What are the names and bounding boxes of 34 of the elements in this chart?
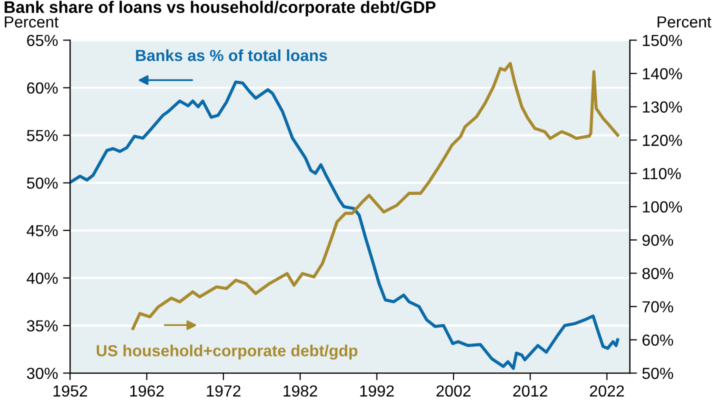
x-tick-label: 1972: [206, 385, 240, 397]
y2-tick-label: 80%: [642, 268, 674, 280]
x-tick-label: 1952: [54, 385, 88, 397]
y2-tick-label: 120%: [642, 134, 682, 146]
y2-tick-label: 90%: [642, 234, 674, 246]
y2-axis-title: Percent: [658, 16, 712, 28]
x-tick-label: 1962: [130, 385, 164, 397]
y-tick-label: 45%: [26, 225, 58, 236]
x-tick-label: 2012: [513, 385, 548, 397]
x-tick-label: 2002: [436, 385, 470, 397]
y-tick-label: 40%: [26, 272, 58, 284]
chart-title: Bank share of loans vs household/corporate debt/GDP: [4, 0, 436, 16]
y2-tick-label: 150%: [642, 34, 682, 46]
y2-tick-label: 100%: [642, 201, 682, 213]
x-tick-label: 1992: [360, 385, 394, 397]
y-tick-label: 65%: [27, 34, 58, 46]
y2-tick-label: 140%: [642, 68, 682, 80]
line-series: [70, 80, 620, 370]
y2-tick-label: 50%: [642, 368, 674, 380]
y2-tick-label: 70%: [642, 301, 674, 312]
y2-tick-label: 60%: [642, 334, 674, 346]
y-axis-title: Percent: [4, 16, 58, 28]
series-label: Banks as % of total loans: [136, 49, 327, 62]
x-tick-label: 1982: [284, 385, 318, 397]
x-tick-label: 2022: [590, 385, 624, 397]
y-tick-label: 60%: [27, 82, 58, 94]
y-tick-label: 30%: [26, 368, 58, 380]
legend-label: US household+corporate debt/gdp: [96, 344, 358, 360]
line-series: [131, 62, 620, 330]
y2-tick-label: 110%: [642, 168, 681, 180]
y-tick-label: 55%: [26, 130, 58, 142]
y-tick-label: 35%: [26, 320, 58, 332]
y2-tick-label: 130%: [642, 101, 682, 113]
y-tick-label: 50%: [26, 177, 58, 189]
